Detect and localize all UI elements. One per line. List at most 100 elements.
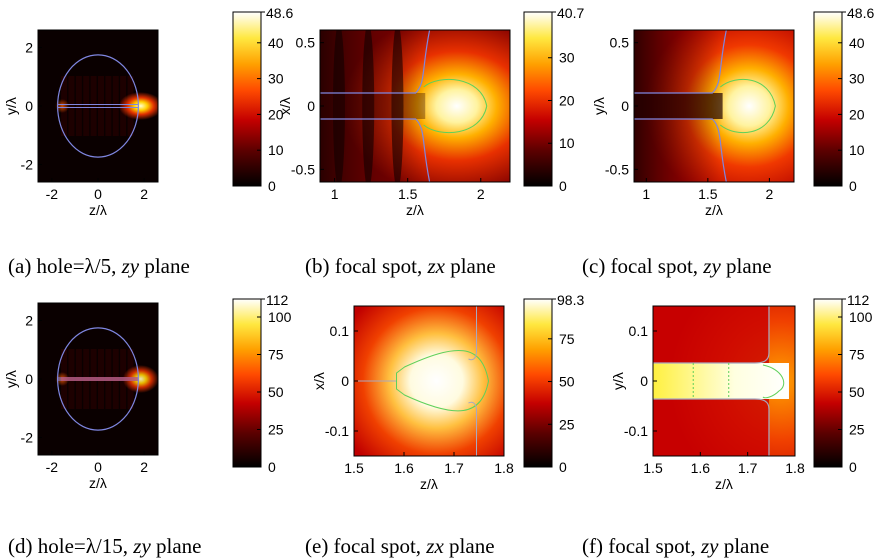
y-axis-label: y/λ (3, 97, 19, 115)
x-axis-label: z/λ (715, 476, 733, 492)
colorbar-tick-label: 0 (559, 178, 567, 194)
heatmap-field (634, 30, 794, 182)
y-tick-label: -0.5 (605, 161, 629, 177)
y-tick-label: 2 (25, 40, 33, 56)
x-tick-label: 1 (331, 186, 339, 202)
y-tick-label: -0.5 (291, 161, 315, 177)
y-tick-label: 2 (25, 313, 33, 329)
colorbar-tick-label: 30 (559, 50, 575, 66)
colorbar-tick-label: 75 (268, 347, 284, 363)
panel-caption: (f) focal spot, zy plane (582, 534, 769, 558)
colorbar-tick-label: 20 (268, 106, 284, 122)
colorbar-tick-label: 50 (849, 384, 865, 400)
colorbar-tick-label: 10 (849, 142, 865, 158)
colorbar: 48.6 40 30 20 10 0 (232, 5, 293, 194)
colorbar-tick-label: 50 (559, 374, 575, 390)
colorbar-max-label: 98.3 (557, 292, 584, 308)
y-tick-label: -2 (21, 156, 34, 172)
colorbar-tick-label: 0 (559, 459, 567, 475)
colorbar-tick-label: 0 (849, 178, 857, 194)
y-axis-label: y/λ (3, 370, 19, 388)
colorbar-tick-label: 40 (268, 35, 284, 51)
colorbar-tick-label: 10 (268, 142, 284, 158)
x-tick-label: 2 (477, 186, 485, 202)
colorbar-max-label: 48.6 (847, 5, 874, 21)
y-tick-label: 0.1 (330, 323, 350, 339)
y-tick-label: 0 (25, 371, 33, 387)
y-axis-label: y/λ (591, 97, 607, 115)
colorbar-tick-label: 30 (268, 71, 284, 87)
x-tick-label: 1.5 (698, 186, 718, 202)
colorbar-tick-label: 30 (849, 71, 865, 87)
y-tick-label: 0 (640, 373, 648, 389)
panel-caption: (b) focal spot, zx plane (305, 254, 496, 278)
colorbar-tick-label: 75 (559, 331, 575, 347)
y-tick-label: 0.1 (629, 323, 649, 339)
heatmap-field (354, 306, 504, 456)
heatmap-field (320, 30, 510, 182)
x-tick-label: 2 (140, 186, 148, 202)
x-tick-label: 2 (140, 459, 148, 475)
colorbar-tick-label: 0 (268, 178, 276, 194)
x-axis-label: z/λ (89, 202, 107, 218)
x-tick-label: 1.5 (398, 186, 418, 202)
colorbar-max-label: 112 (266, 292, 289, 308)
colorbar: 98.3 75 50 25 0 (523, 292, 584, 475)
y-tick-label: -2 (21, 429, 34, 445)
panel-caption: (c) focal spot, zy plane (582, 254, 772, 278)
colorbar-tick-label: 75 (849, 347, 865, 363)
panel-caption: (e) focal spot, zx plane (305, 534, 495, 558)
x-tick-label: 0 (94, 459, 102, 475)
y-tick-label: 0 (341, 373, 349, 389)
colorbar-tick-label: 25 (559, 416, 575, 432)
x-tick-label: 1 (642, 186, 650, 202)
x-tick-label: 1.8 (785, 460, 805, 476)
y-tick-label: 0 (25, 98, 33, 114)
x-tick-label: 1.6 (394, 460, 414, 476)
colorbar: 40.7 30 20 10 0 (523, 5, 584, 194)
panel-b: 1 1.5 2 0.5 0 -0.5 z/λ x/λ 40.7 30 20 10 0 (b) focal … (277, 5, 584, 278)
y-tick-label: 0 (307, 98, 315, 114)
colorbar-tick-label: 50 (268, 384, 284, 400)
colorbar-tick-label: 100 (849, 309, 873, 325)
y-tick-label: -0.1 (325, 423, 349, 439)
x-axis-label: z/λ (420, 476, 438, 492)
panel-caption: (d) hole=λ/15, zy plane (8, 534, 202, 558)
y-axis-label: x/λ (277, 97, 293, 115)
x-tick-label: 1.5 (344, 460, 364, 476)
y-tick-label: 0.5 (610, 35, 630, 51)
x-axis-label: z/λ (89, 475, 107, 491)
x-tick-label: -2 (46, 459, 59, 475)
colorbar: 48.6 40 30 20 10 0 (813, 5, 874, 194)
x-tick-label: 1.7 (738, 460, 758, 476)
colorbar-tick-label: 0 (268, 459, 276, 475)
heatmap-field (653, 306, 795, 456)
x-tick-label: 2 (765, 186, 773, 202)
x-tick-label: 1.7 (444, 460, 464, 476)
panel-caption: (a) hole=λ/5, zy plane (8, 254, 190, 278)
colorbar-tick-label: 20 (849, 106, 865, 122)
colorbar-tick-label: 25 (849, 422, 865, 438)
y-axis-label: y/λ (610, 372, 626, 390)
x-tick-label: 0 (94, 186, 102, 202)
heatmap-field (38, 303, 158, 455)
y-tick-label: -0.1 (624, 423, 648, 439)
x-axis-label: z/λ (406, 202, 424, 218)
x-tick-label: 1.6 (691, 460, 711, 476)
colorbar-max-label: 48.6 (266, 5, 293, 21)
colorbar-tick-label: 10 (559, 135, 575, 151)
panel-c: 1 1.5 2 0.5 0 -0.5 z/λ y/λ 48.6 40 30 20 10 0 (c) foca… (582, 5, 874, 278)
heatmap-field (38, 30, 158, 182)
colorbar-tick-label: 40 (849, 35, 865, 51)
x-axis-label: z/λ (705, 202, 723, 218)
colorbar-tick-label: 0 (849, 459, 857, 475)
x-tick-label: -2 (46, 186, 59, 202)
x-tick-label: 1.8 (494, 460, 514, 476)
colorbar-max-label: 112 (847, 292, 870, 308)
